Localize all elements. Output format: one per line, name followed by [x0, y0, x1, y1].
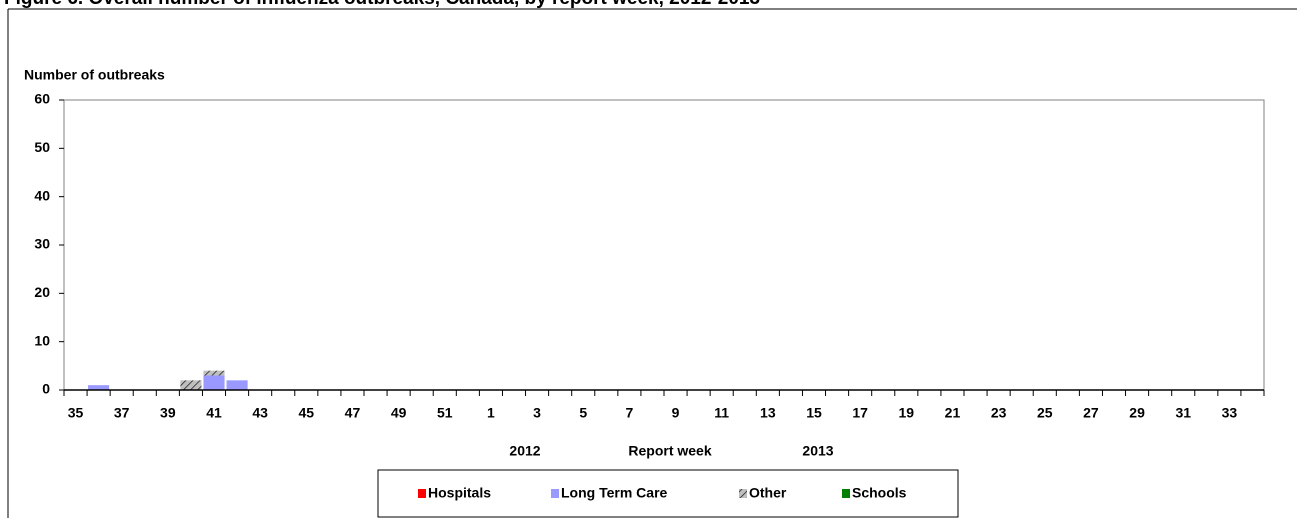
x-tick-label: 13	[760, 405, 776, 421]
x-tick-label: 11	[714, 405, 729, 421]
x-tick-label: 3	[533, 405, 541, 421]
x-tick-label: 7	[625, 405, 633, 421]
bar-segment	[203, 375, 225, 390]
bar-segment	[88, 385, 110, 390]
x-tick-label: 37	[114, 405, 130, 421]
x-tick-label: 31	[1175, 405, 1191, 421]
x-tick-label: 1	[487, 405, 495, 421]
x-tick-label: 47	[345, 405, 361, 421]
bar-segment	[180, 380, 202, 390]
y-tick-label: 20	[34, 284, 50, 300]
legend-label: Long Term Care	[561, 485, 668, 501]
x-tick-label: 5	[579, 405, 587, 421]
x-tick-label: 9	[672, 405, 680, 421]
legend-swatch	[739, 489, 747, 498]
chart-title: Figure 6. Overall number of influenza ou…	[4, 0, 760, 9]
x-tick-label: 33	[1222, 405, 1238, 421]
legend-label: Schools	[852, 485, 907, 501]
x-tick-label: 17	[852, 405, 868, 421]
x-tick-label: 19	[899, 405, 915, 421]
x-tick-label: 27	[1083, 405, 1099, 421]
x-tick-label: 23	[991, 405, 1007, 421]
year-label: 2012	[509, 443, 540, 459]
y-tick-label: 60	[34, 91, 50, 107]
x-tick-label: 15	[806, 405, 822, 421]
x-tick-label: 35	[68, 405, 84, 421]
x-tick-label: 49	[391, 405, 407, 421]
bar-segment	[226, 380, 248, 390]
x-tick-label: 21	[945, 405, 961, 421]
y-axis-title: Number of outbreaks	[24, 67, 165, 83]
x-tick-label: 25	[1037, 405, 1053, 421]
legend-swatch	[418, 489, 426, 498]
year-label: 2013	[802, 443, 833, 459]
x-tick-label: 51	[437, 405, 453, 421]
y-tick-label: 10	[34, 332, 50, 348]
y-tick-label: 50	[34, 139, 50, 155]
x-axis-title: Report week	[628, 443, 711, 459]
x-tick-label: 45	[299, 405, 315, 421]
y-tick-label: 0	[42, 381, 50, 397]
legend-swatch	[551, 489, 559, 498]
legend-label: Hospitals	[428, 485, 491, 501]
legend-swatch	[842, 489, 850, 498]
x-tick-label: 29	[1129, 405, 1145, 421]
legend-label: Other	[749, 485, 787, 501]
y-tick-label: 40	[34, 187, 50, 203]
x-tick-label: 39	[160, 405, 176, 421]
x-tick-label: 41	[206, 405, 222, 421]
y-tick-label: 30	[34, 236, 50, 252]
bar-segment	[203, 370, 225, 376]
x-tick-label: 43	[252, 405, 268, 421]
legend-box	[377, 469, 959, 518]
